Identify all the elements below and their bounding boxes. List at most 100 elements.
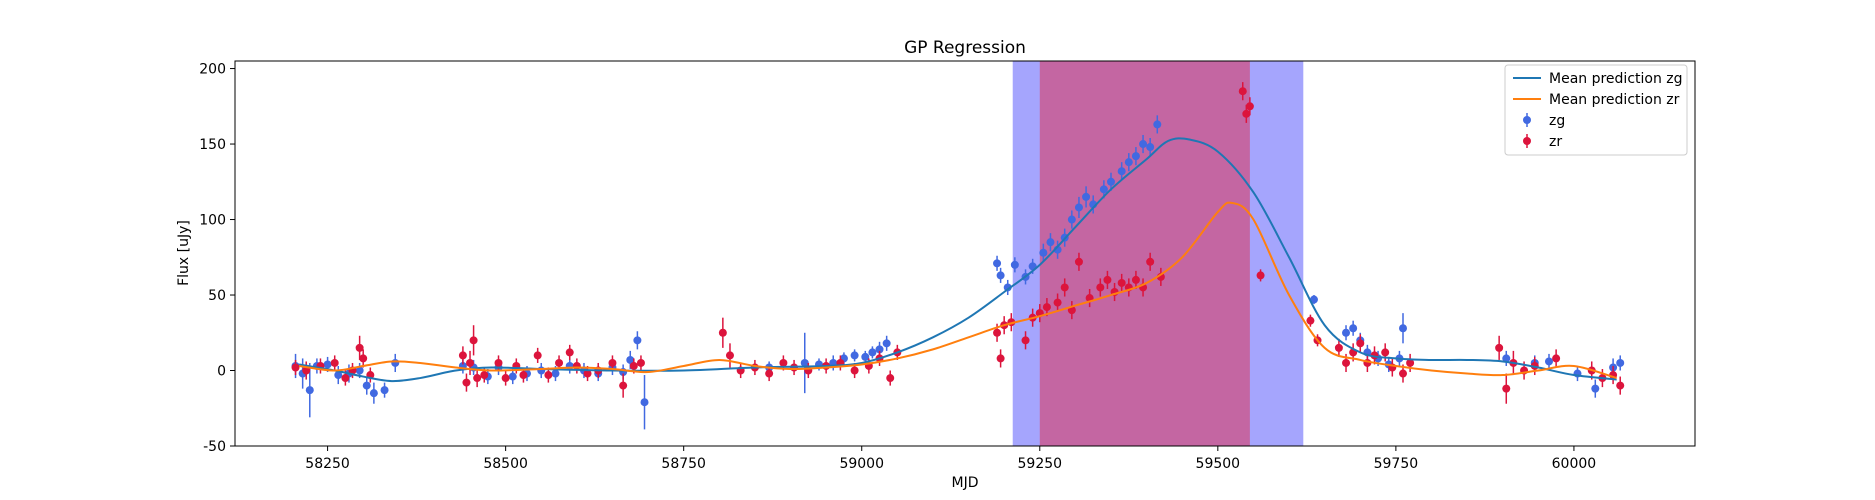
- data-point-zr: [1381, 348, 1389, 356]
- data-point-zg: [1153, 120, 1161, 128]
- data-point-zg: [324, 360, 332, 368]
- y-tick-label: 200: [199, 62, 226, 78]
- data-point-zr: [1146, 258, 1154, 266]
- data-point-zr: [470, 336, 478, 344]
- data-point-zr: [765, 370, 773, 378]
- y-tick-label: -50: [203, 439, 226, 455]
- data-point-zr: [356, 344, 364, 352]
- data-point-zr: [1132, 276, 1140, 284]
- data-point-zr: [459, 351, 467, 359]
- data-point-zg: [1545, 357, 1553, 365]
- data-point-zr: [993, 329, 1001, 337]
- data-point-zg: [1349, 324, 1357, 332]
- data-point-zg: [883, 339, 891, 347]
- data-point-zr: [502, 374, 510, 382]
- data-point-zr: [1103, 276, 1111, 284]
- data-point-zr: [1552, 354, 1560, 362]
- data-point-zg: [1146, 143, 1154, 151]
- data-point-zr: [473, 374, 481, 382]
- y-tick-label: 100: [199, 213, 226, 229]
- data-point-zr: [1616, 382, 1624, 390]
- data-point-zr: [1118, 279, 1126, 287]
- data-point-zg: [363, 382, 371, 390]
- data-point-zr: [495, 359, 503, 367]
- data-point-zr: [519, 371, 527, 379]
- legend-label-zg-line: Mean prediction zg: [1549, 71, 1683, 87]
- x-tick-label: 58750: [661, 456, 706, 472]
- x-tick-label: 59750: [1374, 456, 1419, 472]
- x-tick-label: 59000: [839, 456, 884, 472]
- data-point-zr: [573, 362, 581, 370]
- x-tick-label: 59250: [1018, 456, 1063, 472]
- data-point-zr: [1502, 385, 1510, 393]
- data-point-zr: [1242, 110, 1250, 118]
- data-point-zr: [534, 351, 542, 359]
- data-point-zr: [1495, 344, 1503, 352]
- data-point-zr: [292, 363, 300, 371]
- data-point-zg: [1011, 261, 1019, 269]
- data-point-zg: [868, 348, 876, 356]
- y-tick-label: 0: [217, 364, 226, 380]
- data-point-zr: [1257, 271, 1265, 279]
- data-point-zr: [886, 374, 894, 382]
- data-point-zg: [1046, 238, 1054, 246]
- data-point-zg: [551, 370, 559, 378]
- data-point-zg: [1107, 178, 1115, 186]
- data-point-zr: [779, 359, 787, 367]
- chart-title: GP Regression: [904, 38, 1026, 58]
- x-tick-label: 59500: [1196, 456, 1241, 472]
- legend-label-zr-points: zr: [1549, 134, 1562, 150]
- data-point-zg: [1132, 152, 1140, 160]
- data-point-zg: [306, 386, 314, 394]
- data-point-zr: [1022, 336, 1030, 344]
- x-tick-label: 58250: [305, 456, 350, 472]
- data-point-zg: [1139, 140, 1147, 148]
- data-point-zr: [480, 371, 488, 379]
- data-point-zr: [331, 359, 339, 367]
- data-point-zr: [566, 348, 574, 356]
- data-point-zg: [641, 398, 649, 406]
- data-point-zr: [851, 367, 859, 375]
- data-point-zg: [1616, 359, 1624, 367]
- data-point-zr: [1306, 317, 1314, 325]
- data-point-zr: [637, 359, 645, 367]
- data-point-zr: [997, 354, 1005, 362]
- data-point-zr: [1335, 344, 1343, 352]
- data-point-zg: [1100, 185, 1108, 193]
- data-point-zg: [1591, 385, 1599, 393]
- data-point-zg: [1118, 167, 1126, 175]
- data-point-zg: [993, 259, 1001, 267]
- data-point-zg: [861, 353, 869, 361]
- data-point-zg: [1342, 329, 1350, 337]
- legend: Mean prediction zg Mean prediction zr zg…: [1505, 65, 1687, 155]
- data-point-zg: [633, 336, 641, 344]
- data-point-zg: [1068, 216, 1076, 224]
- legend-marker-zr: [1523, 137, 1531, 145]
- data-point-zr: [726, 351, 734, 359]
- y-tick-label: 150: [199, 137, 226, 153]
- data-point-zg: [509, 373, 517, 381]
- legend-marker-zg: [1523, 116, 1531, 124]
- data-point-zr: [1075, 258, 1083, 266]
- data-point-zr: [1054, 299, 1062, 307]
- data-point-zg: [537, 367, 545, 375]
- data-point-zr: [719, 329, 727, 337]
- data-point-zr: [1061, 283, 1069, 291]
- legend-label-zg-points: zg: [1549, 113, 1565, 129]
- x-tick-label: 60000: [1552, 456, 1597, 472]
- data-point-zr: [1043, 303, 1051, 311]
- data-point-zr: [608, 359, 616, 367]
- x-axis-label: MJD: [952, 475, 979, 491]
- data-point-zr: [1342, 359, 1350, 367]
- data-point-zg: [1075, 203, 1083, 211]
- data-point-zr: [1239, 87, 1247, 95]
- data-point-zr: [1096, 283, 1104, 291]
- data-point-zr: [1399, 370, 1407, 378]
- data-point-zr: [359, 354, 367, 362]
- data-point-zg: [370, 389, 378, 397]
- data-point-zg: [381, 386, 389, 394]
- legend-label-zr-line: Mean prediction zr: [1549, 92, 1680, 108]
- data-point-zr: [1246, 102, 1254, 110]
- y-tick-label: 50: [208, 288, 226, 304]
